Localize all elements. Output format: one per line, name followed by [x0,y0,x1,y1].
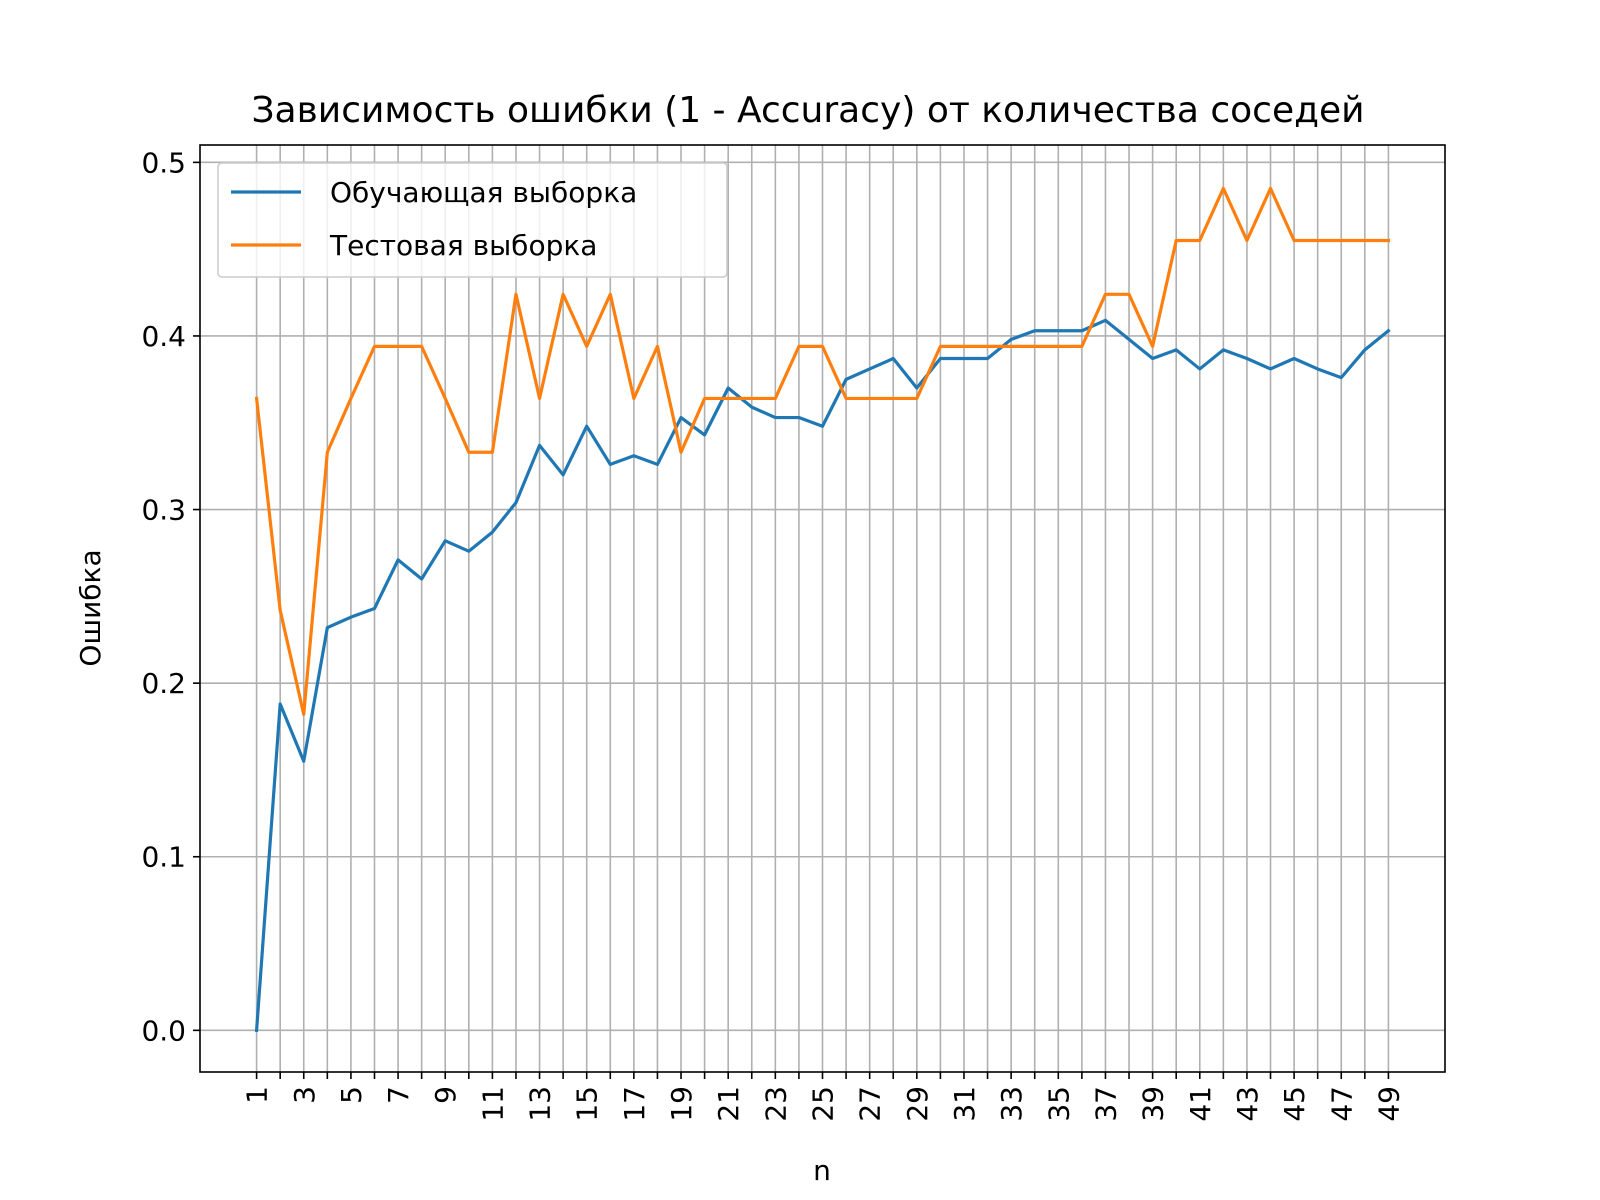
y-axis-ticks: 0.0 0.1 0.2 0.3 0.4 0.5 [141,146,200,1047]
x-tick-label: 47 [1325,1086,1358,1122]
x-tick-label: 49 [1372,1086,1405,1122]
x-tick-label: 43 [1231,1086,1264,1122]
x-tick-label: 39 [1137,1086,1170,1122]
y-tick-label: 0.5 [141,146,186,179]
chart-title: Зависимость ошибки (1 - Accuracy) от кол… [251,90,1364,131]
x-tick-label: 7 [382,1086,415,1104]
x-tick-label: 9 [429,1086,462,1104]
x-tick-label: 25 [807,1086,840,1122]
series-line-2 [254,186,1391,716]
series-layer [254,186,1391,1033]
legend-box [217,162,728,278]
x-tick-label: 37 [1089,1086,1122,1122]
x-axis-label: n [813,1154,831,1187]
grid [200,145,1445,1072]
x-tick-label: 33 [995,1086,1028,1122]
x-tick-label: 31 [948,1086,981,1122]
x-tick-label: 21 [712,1086,745,1122]
x-tick-label: 27 [854,1086,887,1122]
x-tick-label: 45 [1278,1086,1311,1122]
x-tick-label: 19 [665,1086,698,1122]
y-tick-label: 0.0 [141,1014,186,1047]
y-tick-label: 0.4 [141,320,186,353]
x-tick-label: 3 [288,1086,321,1104]
x-tick-label: 17 [618,1086,651,1122]
x-tick-label: 11 [476,1086,509,1122]
x-axis-ticks: 1 3 5 7 9 11 13 15 17 19 21 23 25 27 29 31 33 35 37 39 41 43 4… [241,1072,1405,1122]
x-tick-label: 5 [335,1086,368,1104]
legend: Обучающая выборка Тестовая выборка [217,162,728,278]
x-tick-label: 35 [1042,1086,1075,1122]
legend-label: Тестовая выборка [329,229,597,262]
legend-label: Обучающая выборка [330,176,637,209]
y-tick-label: 0.2 [141,667,186,700]
x-tick-label: 13 [524,1086,557,1122]
x-tick-label: 41 [1184,1086,1217,1122]
series-line-1 [254,318,1391,1033]
y-tick-label: 0.1 [141,841,186,874]
y-tick-label: 0.3 [141,494,186,527]
x-tick-label: 1 [241,1086,274,1104]
x-tick-label: 29 [901,1086,934,1122]
y-axis-label: Ошибка [74,549,107,666]
x-tick-label: 15 [571,1086,604,1122]
x-tick-label: 23 [759,1086,792,1122]
